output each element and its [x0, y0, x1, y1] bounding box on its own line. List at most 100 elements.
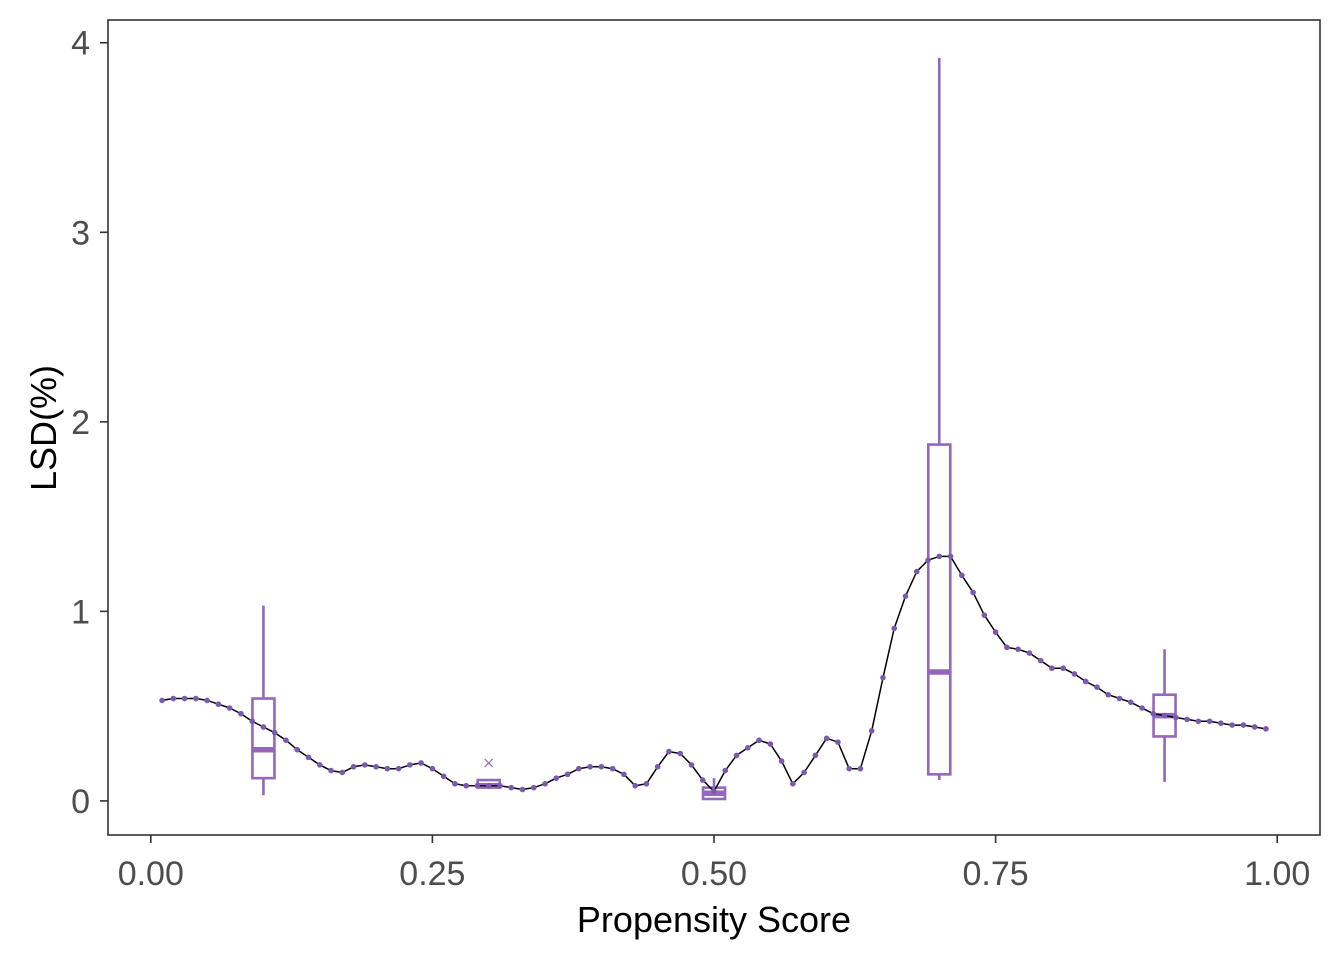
data-point	[722, 767, 729, 774]
data-point	[418, 760, 424, 766]
data-point	[913, 568, 920, 575]
data-point	[609, 765, 616, 772]
data-point	[744, 745, 751, 751]
data-point	[508, 784, 515, 791]
data-point	[407, 762, 413, 768]
data-point	[1173, 714, 1179, 721]
data-point	[632, 782, 638, 789]
data-point	[1251, 724, 1258, 730]
data-point	[542, 781, 548, 787]
data-point	[925, 557, 931, 563]
data-point	[215, 701, 222, 708]
data-point	[598, 763, 605, 770]
data-point	[857, 765, 864, 772]
y-axis-title: LSD(%)	[23, 365, 64, 491]
data-point	[328, 767, 334, 774]
data-point	[181, 695, 188, 702]
data-point	[699, 777, 706, 783]
data-point	[339, 769, 346, 776]
data-point	[643, 781, 650, 787]
data-point	[688, 762, 695, 768]
axis-ticks	[100, 41, 1278, 843]
data-point	[1082, 678, 1089, 685]
data-point	[576, 765, 582, 772]
data-point	[429, 765, 436, 772]
data-point	[1150, 710, 1157, 717]
data-point	[204, 697, 210, 704]
boxplot-box	[251, 697, 276, 780]
data-point	[1240, 722, 1247, 728]
data-point	[981, 612, 988, 618]
x-tick-label: 0.50	[681, 855, 747, 893]
tick-labels: 0.00 0.25 0.50 0.75 1.00 0 1 2 3 4	[71, 25, 1310, 893]
data-point	[767, 741, 774, 747]
data-point	[756, 737, 762, 744]
data-point	[564, 771, 571, 778]
data-point	[260, 724, 267, 730]
data-point	[159, 697, 165, 704]
data-point	[1184, 716, 1190, 723]
data-point	[654, 763, 661, 770]
data-point	[801, 769, 807, 776]
data-point	[733, 752, 740, 759]
data-point	[1116, 695, 1123, 702]
data-point	[226, 705, 233, 711]
data-point	[992, 629, 999, 635]
data-point	[846, 765, 852, 772]
y-tick-label: 1	[71, 593, 90, 631]
data-point	[440, 773, 447, 780]
data-point	[823, 735, 830, 742]
data-point	[1127, 699, 1134, 706]
data-point	[316, 762, 323, 768]
data-point	[621, 771, 627, 778]
data-point	[1049, 665, 1055, 672]
x-tick-label: 1.00	[1244, 855, 1310, 893]
data-point	[238, 710, 244, 717]
x-tick-label: 0.75	[963, 855, 1029, 893]
data-point	[1037, 657, 1044, 664]
data-points	[159, 553, 1269, 795]
data-point	[463, 782, 469, 789]
x-tick-label: 0.25	[399, 855, 465, 893]
data-point	[350, 763, 357, 770]
data-point	[249, 718, 255, 725]
y-tick-label: 2	[71, 404, 90, 442]
data-point	[1105, 691, 1112, 698]
data-point	[519, 786, 526, 793]
data-point	[271, 729, 278, 736]
data-point	[305, 754, 312, 761]
data-point	[384, 765, 391, 772]
data-point	[1026, 650, 1033, 656]
data-point	[294, 746, 301, 753]
data-point	[1004, 644, 1010, 651]
panel-border	[107, 19, 1321, 836]
data-point	[452, 781, 458, 787]
data-point	[1218, 720, 1224, 726]
data-point	[880, 674, 886, 681]
data-point	[812, 752, 819, 759]
data-point	[530, 784, 537, 791]
y-tick-label: 4	[71, 25, 90, 63]
y-tick-label: 3	[71, 214, 90, 252]
data-point	[677, 750, 684, 757]
y-tick-label: 0	[71, 783, 90, 821]
data-point	[947, 553, 954, 560]
boxplot	[251, 605, 276, 796]
data-point	[891, 625, 898, 632]
data-point	[170, 695, 177, 702]
data-point	[936, 553, 943, 560]
data-point	[711, 788, 717, 795]
data-point	[1139, 705, 1145, 711]
data-point	[1094, 684, 1100, 690]
data-point	[485, 782, 492, 789]
data-point	[395, 765, 402, 772]
data-point	[1161, 712, 1168, 719]
plot-panel	[107, 19, 1321, 836]
data-point	[959, 572, 965, 579]
data-point	[193, 695, 199, 702]
data-point	[1229, 722, 1235, 728]
boxplot	[926, 57, 952, 781]
data-point	[1206, 718, 1213, 725]
data-point	[497, 782, 503, 789]
